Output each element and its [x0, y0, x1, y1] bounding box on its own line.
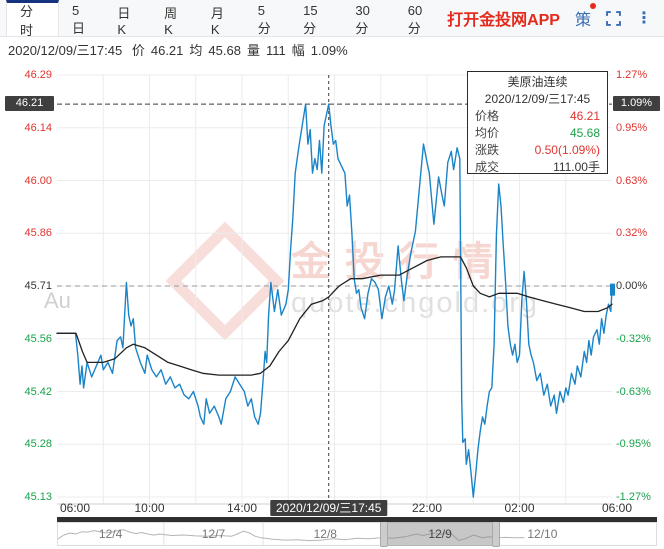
- fullscreen-icon[interactable]: [606, 10, 621, 26]
- tab-日K[interactable]: 日K: [117, 5, 131, 37]
- x-axis-time-label: 02:00: [504, 501, 535, 515]
- y-axis-price-label: 45.42: [24, 385, 52, 398]
- info-datetime: 2020/12/09/三17:45: [8, 43, 123, 58]
- tab-5日[interactable]: 5日: [71, 2, 85, 36]
- tooltip-row: 价格 46.21: [475, 108, 600, 125]
- tooltip-title: 美原油连续: [507, 75, 568, 89]
- tooltip-row-value: 45.68: [569, 126, 600, 140]
- tab-5分[interactable]: 5分: [257, 2, 271, 36]
- tab-周K[interactable]: 周K: [164, 5, 178, 37]
- info-value: 46.21: [150, 43, 184, 58]
- crosshair-time-badge: 2020/12/09/三17:45: [270, 500, 388, 516]
- y-axis-price-label: 46.29: [24, 69, 52, 81]
- y-axis-percent-label: -1.27%: [616, 491, 651, 503]
- tooltip-row: 成交 111.00手: [475, 159, 600, 176]
- period-tab-bar: 分时 5日 日K 周K 月K 5分 15分 30分 60分 打开金投网APP 策 ⋮: [0, 0, 664, 38]
- tab-list: 分时 5日 日K 周K 月K 5分 15分 30分 60分: [0, 0, 447, 38]
- strategy-label: 策: [574, 12, 591, 29]
- navigator-left-handle[interactable]: [379, 518, 388, 547]
- tab-15分[interactable]: 15分: [303, 2, 318, 36]
- y-axis-percent-label: 0.63%: [616, 174, 648, 187]
- navigator-date-12/9[interactable]: 12/9: [428, 527, 452, 541]
- tooltip-row: 涨跌 0.50(1.09%): [475, 142, 600, 159]
- tab-60分[interactable]: 60分: [407, 2, 423, 36]
- tab-30分[interactable]: 30分: [355, 2, 370, 36]
- y-axis-percent-label: 0.95%: [616, 121, 648, 134]
- y-axis-price-label: 46.14: [24, 121, 52, 134]
- x-axis-time-label: 10:00: [134, 501, 165, 515]
- info-bar: 2020/12/09/三17:45 价 46.21 均 45.68 量 111 幅 1.09%: [8, 40, 354, 59]
- info-value: 45.68: [208, 43, 241, 58]
- y-axis-percent-label: -0.63%: [616, 385, 651, 398]
- y-axis-percent-label: 0.32%: [616, 227, 648, 240]
- info-value: 111: [265, 43, 286, 58]
- price-tooltip: 美原油连续 2020/12/09/三17:45 价格 46.21 均价 45.68 涨跌…: [467, 71, 608, 174]
- y-axis-price-label: 45.56: [24, 332, 52, 345]
- info-label: 幅: [291, 43, 305, 58]
- tooltip-datetime: 2020/12/09/三17:45: [484, 92, 591, 106]
- crosshair-percent-badge: 1.09%: [613, 96, 660, 112]
- crosshair-price-badge: 46.21: [5, 96, 54, 112]
- y-axis-price-label: 45.86: [24, 227, 52, 240]
- navigator-date-12/8[interactable]: 12/8: [313, 527, 337, 541]
- notification-dot: [590, 3, 596, 9]
- y-axis-price-label: 45.71: [24, 280, 52, 292]
- more-menu-icon[interactable]: ⋮: [636, 10, 652, 27]
- navigator-right-handle[interactable]: [492, 518, 501, 547]
- y-axis-price-label: 46.00: [24, 174, 52, 187]
- header-actions: 打开金投网APP 策 ⋮: [447, 0, 664, 36]
- open-app-link[interactable]: 打开金投网APP: [447, 12, 560, 29]
- x-axis-time-label: 14:00: [226, 501, 258, 515]
- tab-月K[interactable]: 月K: [210, 5, 224, 37]
- navigator-date-12/10[interactable]: 12/10: [527, 527, 558, 541]
- x-axis-time-label: 06:00: [601, 501, 633, 515]
- navigator-date-12/7[interactable]: 12/7: [201, 527, 226, 541]
- x-axis-time-label: 06:00: [59, 501, 91, 515]
- navigator-date-12/4[interactable]: 12/4: [98, 527, 123, 541]
- y-axis-price-label: 45.13: [24, 491, 52, 503]
- navigator-top-bar: [57, 517, 657, 522]
- strategy-button[interactable]: 策: [574, 3, 596, 30]
- tooltip-row-label: 价格: [475, 109, 500, 123]
- y-axis-percent-label: 0.00%: [616, 280, 648, 292]
- y-axis-price-label: 45.28: [24, 438, 52, 451]
- chart-plot-svg: [56, 74, 615, 505]
- y-axis-percent-label: 1.27%: [616, 69, 648, 81]
- info-label: 价: [131, 43, 145, 58]
- navigator-selection[interactable]: [386, 519, 494, 546]
- tooltip-row-value: 46.21: [569, 109, 600, 123]
- x-axis-time-label: 22:00: [411, 501, 443, 515]
- tooltip-row-label: 成交: [475, 160, 500, 174]
- tooltip-row-value: 111.00手: [553, 160, 600, 174]
- tooltip-row-value: 0.50(1.09%): [534, 143, 600, 157]
- tooltip-row-label: 均价: [475, 126, 500, 140]
- tooltip-row-label: 涨跌: [475, 143, 500, 157]
- tooltip-row: 均价 45.68: [475, 125, 600, 142]
- y-axis-percent-label: -0.95%: [616, 438, 651, 451]
- info-value: 1.09%: [310, 43, 348, 58]
- tab-分时[interactable]: 分时: [6, 0, 59, 38]
- date-range-navigator[interactable]: 12/4 12/7 12/8 12/9 12/10: [57, 518, 657, 547]
- info-label: 量: [246, 43, 260, 58]
- watermark-au-text: Au: [44, 288, 71, 313]
- y-axis-percent-label: -0.32%: [616, 332, 651, 345]
- info-label: 均: [189, 43, 203, 58]
